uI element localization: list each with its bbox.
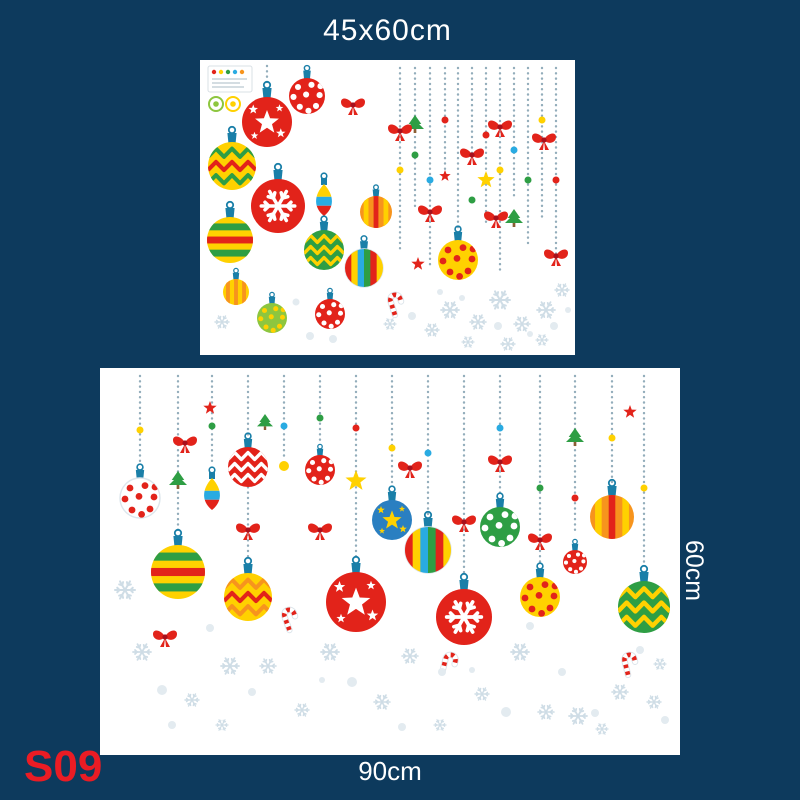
small-sheet-artwork <box>207 64 571 351</box>
small-sticker-sheet <box>200 60 575 355</box>
height-dimension-label: 60cm <box>680 540 708 602</box>
large-sticker-sheet <box>100 368 680 755</box>
size-label-small-sheet: 45x60cm <box>323 14 452 47</box>
width-dimension-label: 90cm <box>358 756 422 786</box>
sku-code-label: S09 <box>24 742 103 791</box>
large-sheet-artwork <box>114 374 670 735</box>
